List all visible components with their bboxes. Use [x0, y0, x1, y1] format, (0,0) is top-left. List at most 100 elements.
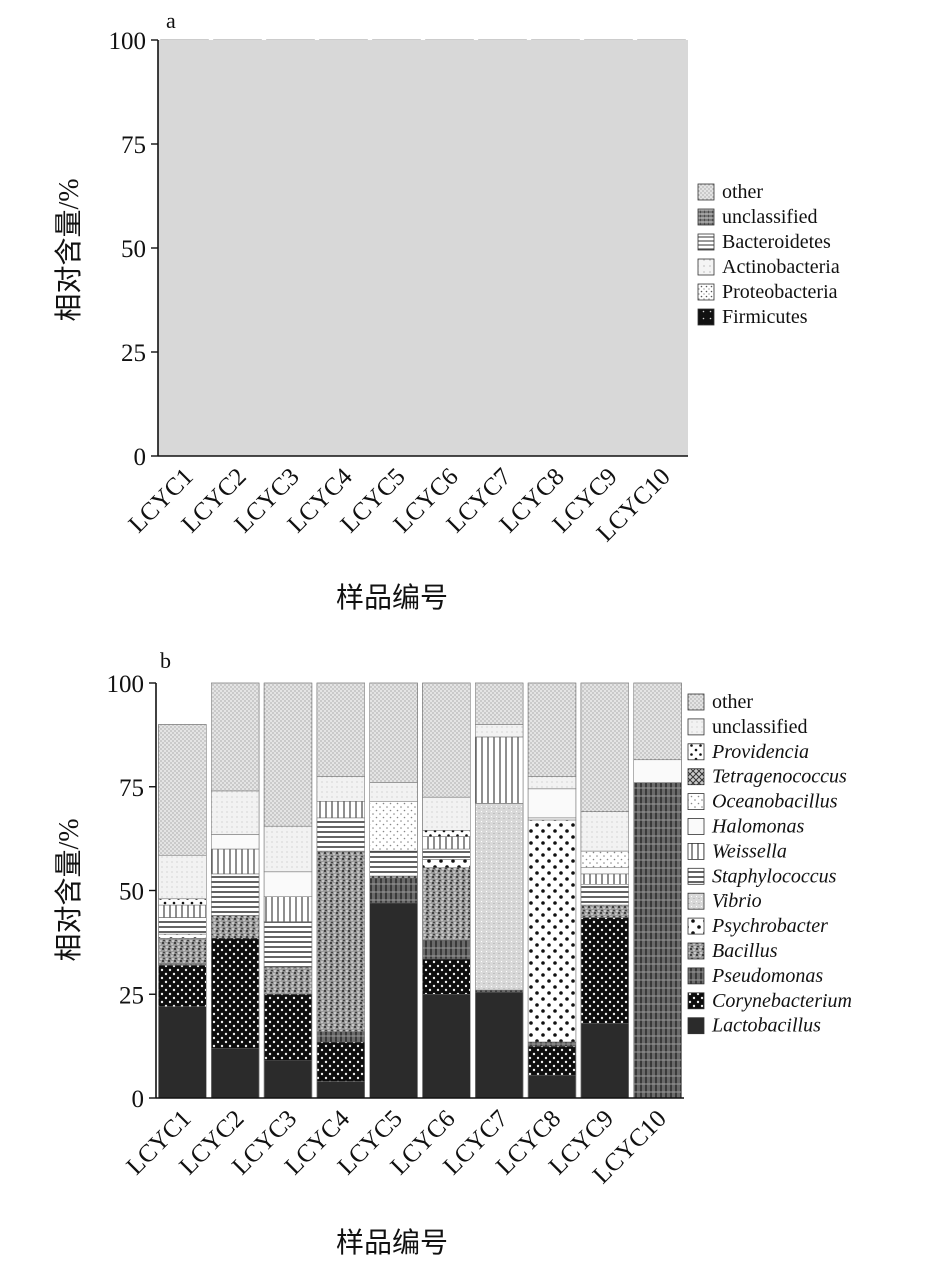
b-bar-LCYC9-bacillus [580, 904, 629, 918]
b-bar-LCYC7-weissella [475, 736, 524, 804]
b-bar-LCYC7-lactobacillus [475, 991, 524, 1099]
a-y-tick-label: 0 [134, 444, 147, 471]
b-legend-label: Halomonas [711, 816, 804, 838]
b-y-tick-label: 100 [107, 671, 145, 698]
b-bar-LCYC2-lactobacillus [211, 1047, 260, 1099]
b-legend-swatch [687, 843, 705, 860]
b-legend-swatch [687, 818, 705, 835]
b-bar-LCYC5-pseudomonas [369, 877, 418, 904]
panel-b-letter: b [160, 648, 171, 673]
b-bar-LCYC5-lactobacillus [369, 902, 418, 1099]
b-bar-LCYC1-lactobacillus [158, 1006, 207, 1099]
panel-b: b 相对含量/% 0 25 50 75 100 LCYC1LCYC2LCYC3LCYC4… [53, 648, 852, 1259]
b-bar-LCYC6-other [422, 682, 471, 798]
b-y-tick-label: 0 [132, 1086, 145, 1113]
b-legend-label: Weissella [712, 840, 787, 862]
b-bar-LCYC4-corynebacterium [316, 1041, 365, 1082]
panel-a-y-axis-title: 相对含量/% [53, 178, 85, 321]
a-y-tick-label: 100 [109, 28, 147, 55]
panel-a-letter: a [166, 8, 176, 33]
a-y-tick-label: 25 [121, 340, 146, 367]
a-y-tick-label: 75 [121, 132, 146, 159]
b-legend-swatch [687, 992, 705, 1010]
b-bar-LCYC6-staphylococcus [422, 848, 471, 860]
b-legend-label: Tetragenococcus [712, 766, 847, 788]
a-legend-swatch [697, 233, 715, 251]
b-legend-swatch [687, 867, 705, 885]
a-legend-label: Actinobacteria [722, 256, 840, 278]
b-bar-LCYC2-unclassified [211, 790, 260, 835]
b-y-tick-label: 25 [119, 982, 144, 1009]
b-bar-LCYC5-bacillus [369, 875, 418, 879]
b-bar-LCYC10-other [633, 682, 682, 761]
b-legend-label: Lactobacillus [711, 1015, 821, 1037]
a-legend-label: other [722, 181, 763, 203]
panel-a-x-ticks: LCYC1LCYC2LCYC3LCYC4LCYC5LCYC6LCYC7LCYC8… [124, 463, 676, 547]
a-legend-label: unclassified [722, 206, 818, 228]
panel-b-x-axis-title: 样品编号 [336, 1227, 448, 1259]
b-bar-LCYC3-halomonas [263, 871, 313, 897]
b-bar-LCYC8-psychrobacter [527, 819, 577, 1043]
b-bar-LCYC6-providencia [422, 830, 471, 837]
b-bar-LCYC7-other [475, 682, 524, 725]
b-y-tick-label: 75 [119, 775, 144, 802]
panel-b-bars [158, 682, 682, 1099]
b-bar-LCYC1-staphylococcus [158, 917, 207, 935]
b-bar-LCYC4-lactobacillus [316, 1081, 365, 1099]
b-legend-swatch [687, 917, 705, 935]
b-bar-LCYC3-lactobacillus [263, 1060, 313, 1099]
b-legend-swatch [687, 942, 705, 960]
b-bar-LCYC2-bacillus [211, 915, 260, 939]
b-bar-LCYC9-oceanobacillus [580, 850, 629, 868]
panel-b-legend: other unclassified Providencia Tetragenococ… [687, 691, 852, 1037]
a-legend-swatch [697, 208, 715, 226]
a-legend-swatch [697, 258, 715, 276]
b-bar-LCYC4-other [316, 682, 365, 777]
panel-a-legend: other unclassified Bacteroidetes Actinobact… [697, 181, 840, 328]
b-bar-LCYC1-bacillus [158, 937, 207, 964]
b-legend-label: Providencia [711, 741, 809, 763]
b-bar-LCYC6-weissella [422, 836, 471, 850]
b-legend-label: Bacillus [712, 940, 778, 962]
b-legend-swatch [687, 892, 705, 910]
b-bar-LCYC1-corynebacterium [158, 964, 207, 1007]
b-bar-LCYC1-unclassified [158, 854, 207, 900]
a-legend-swatch [697, 283, 715, 301]
b-bar-LCYC6-bacillus [422, 867, 471, 941]
panel-b-y-axis-title: 相对含量/% [53, 818, 85, 961]
b-bar-LCYC9-unclassified [580, 811, 629, 852]
b-bar-LCYC9-halomonas [580, 867, 629, 875]
a-legend-label: Proteobacteria [722, 281, 838, 303]
b-bar-LCYC8-staphylococcus [527, 817, 577, 821]
a-y-tick-label: 50 [121, 236, 146, 263]
b-bar-LCYC9-lactobacillus [580, 1023, 629, 1099]
a-legend-swatch [697, 183, 715, 201]
b-legend-label: Pseudomonas [711, 965, 823, 987]
panel-b-y-ticks: 0 25 50 75 100 [107, 671, 156, 1113]
b-bar-LCYC1-weissella [158, 904, 207, 918]
a-legend-swatch [697, 308, 715, 326]
b-legend-swatch [687, 793, 705, 810]
b-bar-LCYC2-corynebacterium [211, 937, 260, 1049]
b-bar-LCYC3-bacillus [263, 967, 313, 995]
b-legend-swatch [687, 718, 705, 736]
b-bar-LCYC5-unclassified [369, 782, 418, 802]
b-bar-LCYC8-lactobacillus [527, 1074, 577, 1099]
b-bar-LCYC9-other [580, 682, 629, 812]
b-y-tick-label: 50 [119, 879, 144, 906]
b-bar-LCYC7-vibrio [475, 803, 524, 991]
panel-a-x-axis-title: 样品编号 [336, 582, 448, 614]
b-bar-LCYC4-unclassified [316, 776, 365, 802]
b-bar-LCYC6-pseudomonas [422, 940, 471, 960]
b-bar-LCYC5-oceanobacillus [369, 801, 418, 852]
b-bar-LCYC4-staphylococcus [316, 817, 365, 852]
b-bar-LCYC9-corynebacterium [580, 917, 629, 1024]
b-legend-label: Vibrio [712, 890, 762, 912]
a-legend-label: Firmicutes [722, 306, 808, 328]
a-plot-background [158, 40, 688, 456]
b-bar-LCYC3-staphylococcus [263, 921, 313, 968]
panel-a-axes [157, 40, 688, 457]
b-legend-label: unclassified [712, 716, 808, 738]
b-bar-LCYC3-weissella [263, 896, 313, 922]
b-legend-swatch [687, 768, 705, 786]
